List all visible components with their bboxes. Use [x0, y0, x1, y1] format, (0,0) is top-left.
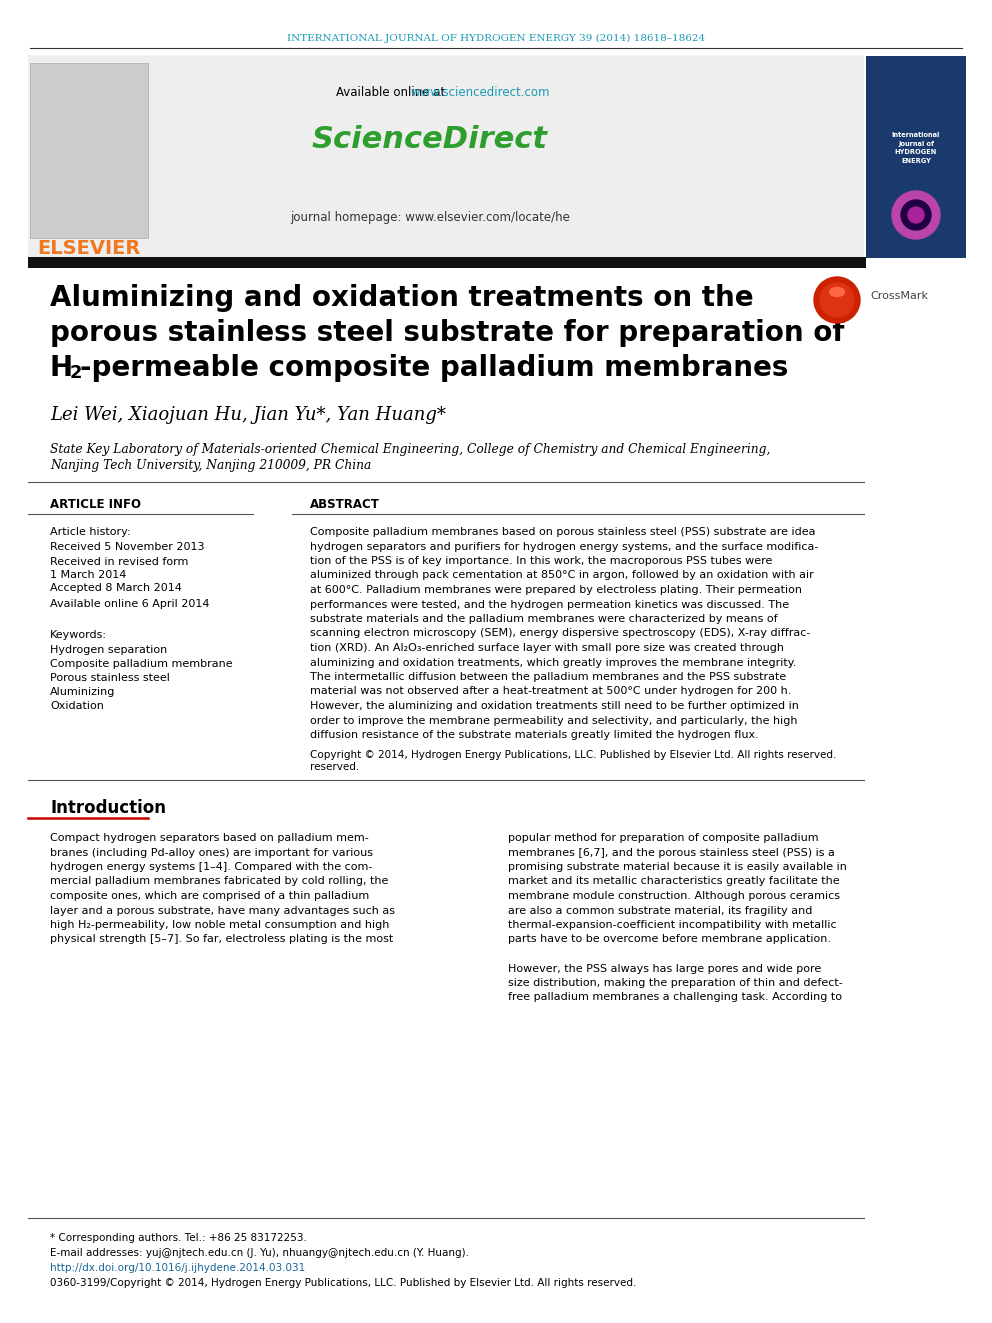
Text: Article history:: Article history:	[50, 527, 131, 537]
Text: at 600°C. Palladium membranes were prepared by electroless plating. Their permea: at 600°C. Palladium membranes were prepa…	[310, 585, 802, 595]
Text: The intermetallic diffusion between the palladium membranes and the PSS substrat: The intermetallic diffusion between the …	[310, 672, 787, 681]
Text: Received 5 November 2013: Received 5 November 2013	[50, 542, 204, 552]
Text: composite ones, which are comprised of a thin palladium: composite ones, which are comprised of a…	[50, 890, 369, 901]
Text: Copyright © 2014, Hydrogen Energy Publications, LLC. Published by Elsevier Ltd. : Copyright © 2014, Hydrogen Energy Public…	[310, 750, 836, 759]
Circle shape	[814, 277, 860, 323]
Text: mercial palladium membranes fabricated by cold rolling, the: mercial palladium membranes fabricated b…	[50, 877, 389, 886]
Text: order to improve the membrane permeability and selectivity, and particularly, th: order to improve the membrane permeabili…	[310, 716, 798, 725]
Text: E-mail addresses: yuj@njtech.edu.cn (J. Yu), nhuangy@njtech.edu.cn (Y. Huang).: E-mail addresses: yuj@njtech.edu.cn (J. …	[50, 1248, 469, 1258]
Text: However, the PSS always has large pores and wide pore: However, the PSS always has large pores …	[508, 963, 821, 974]
Circle shape	[908, 206, 924, 224]
Text: http://dx.doi.org/10.1016/j.ijhydene.2014.03.031: http://dx.doi.org/10.1016/j.ijhydene.201…	[50, 1263, 306, 1273]
Text: thermal-expansion-coefficient incompatibility with metallic: thermal-expansion-coefficient incompatib…	[508, 919, 836, 930]
Text: market and its metallic characteristics greatly facilitate the: market and its metallic characteristics …	[508, 877, 839, 886]
Text: membranes [6,7], and the porous stainless steel (PSS) is a: membranes [6,7], and the porous stainles…	[508, 848, 835, 857]
Text: parts have to be overcome before membrane application.: parts have to be overcome before membran…	[508, 934, 831, 945]
Text: Nanjing Tech University, Nanjing 210009, PR China: Nanjing Tech University, Nanjing 210009,…	[50, 459, 371, 472]
Text: scanning electron microscopy (SEM), energy dispersive spectroscopy (EDS), X-ray : scanning electron microscopy (SEM), ener…	[310, 628, 810, 639]
Text: Hydrogen separation: Hydrogen separation	[50, 646, 168, 655]
Text: reserved.: reserved.	[310, 762, 359, 771]
Text: porous stainless steel substrate for preparation of: porous stainless steel substrate for pre…	[50, 319, 844, 347]
Text: Composite palladium membrane: Composite palladium membrane	[50, 659, 233, 669]
Text: ARTICLE INFO: ARTICLE INFO	[50, 499, 141, 512]
Text: branes (including Pd-alloy ones) are important for various: branes (including Pd-alloy ones) are imp…	[50, 848, 373, 857]
Text: size distribution, making the preparation of thin and defect-: size distribution, making the preparatio…	[508, 978, 843, 988]
Text: * Corresponding authors. Tel.: +86 25 83172253.: * Corresponding authors. Tel.: +86 25 83…	[50, 1233, 307, 1244]
Circle shape	[901, 200, 931, 230]
Text: hydrogen energy systems [1–4]. Compared with the com-: hydrogen energy systems [1–4]. Compared …	[50, 863, 372, 872]
Text: Lei Wei, Xiaojuan Hu, Jian Yu*, Yan Huang*: Lei Wei, Xiaojuan Hu, Jian Yu*, Yan Huan…	[50, 406, 445, 423]
Text: membrane module construction. Although porous ceramics: membrane module construction. Although p…	[508, 890, 840, 901]
Circle shape	[820, 283, 854, 318]
Text: www.sciencedirect.com: www.sciencedirect.com	[336, 86, 550, 99]
Text: Keywords:: Keywords:	[50, 630, 107, 640]
Text: CrossMark: CrossMark	[870, 291, 928, 302]
Text: Oxidation: Oxidation	[50, 701, 104, 710]
Text: H: H	[50, 355, 73, 382]
Ellipse shape	[829, 287, 844, 296]
Circle shape	[892, 191, 940, 239]
Text: 1 March 2014: 1 March 2014	[50, 570, 126, 579]
Text: journal homepage: www.elsevier.com/locate/he: journal homepage: www.elsevier.com/locat…	[290, 212, 570, 225]
Text: ELSEVIER: ELSEVIER	[38, 238, 141, 258]
Text: State Key Laboratory of Materials-oriented Chemical Engineering, College of Chem: State Key Laboratory of Materials-orient…	[50, 443, 771, 456]
Text: substrate materials and the palladium membranes were characterized by means of: substrate materials and the palladium me…	[310, 614, 778, 624]
Text: Porous stainless steel: Porous stainless steel	[50, 673, 170, 683]
Text: aluminized through pack cementation at 850°C in argon, followed by an oxidation : aluminized through pack cementation at 8…	[310, 570, 813, 581]
Bar	[30, 64, 148, 238]
Text: Aluminizing and oxidation treatments on the: Aluminizing and oxidation treatments on …	[50, 284, 754, 312]
Text: tion of the PSS is of key importance. In this work, the macroporous PSS tubes we: tion of the PSS is of key importance. In…	[310, 556, 773, 566]
Text: -permeable composite palladium membranes: -permeable composite palladium membranes	[80, 355, 789, 382]
Text: tion (XRD). An Al₂O₃-enriched surface layer with small pore size was created thr: tion (XRD). An Al₂O₃-enriched surface la…	[310, 643, 784, 654]
Text: aluminizing and oxidation treatments, which greatly improves the membrane integr: aluminizing and oxidation treatments, wh…	[310, 658, 797, 668]
Text: However, the aluminizing and oxidation treatments still need to be further optim: However, the aluminizing and oxidation t…	[310, 701, 799, 710]
Text: Compact hydrogen separators based on palladium mem-: Compact hydrogen separators based on pal…	[50, 833, 369, 843]
Text: 0360-3199/Copyright © 2014, Hydrogen Energy Publications, LLC. Published by Else: 0360-3199/Copyright © 2014, Hydrogen Ene…	[50, 1278, 637, 1289]
Bar	[28, 56, 864, 261]
Text: high H₂-permeability, low noble metal consumption and high: high H₂-permeability, low noble metal co…	[50, 919, 390, 930]
Text: free palladium membranes a challenging task. According to: free palladium membranes a challenging t…	[508, 992, 842, 1003]
Text: Accepted 8 March 2014: Accepted 8 March 2014	[50, 583, 182, 593]
Text: performances were tested, and the hydrogen permeation kinetics was discussed. Th: performances were tested, and the hydrog…	[310, 599, 789, 610]
Text: ScienceDirect: ScienceDirect	[312, 126, 548, 155]
Text: Introduction: Introduction	[50, 799, 166, 818]
Text: Available online at: Available online at	[336, 86, 449, 99]
Text: INTERNATIONAL JOURNAL OF HYDROGEN ENERGY 39 (2014) 18618–18624: INTERNATIONAL JOURNAL OF HYDROGEN ENERGY…	[287, 33, 705, 42]
Bar	[866, 56, 966, 258]
Text: popular method for preparation of composite palladium: popular method for preparation of compos…	[508, 833, 818, 843]
Text: diffusion resistance of the substrate materials greatly limited the hydrogen flu: diffusion resistance of the substrate ma…	[310, 730, 759, 740]
Text: ABSTRACT: ABSTRACT	[310, 499, 380, 512]
Text: Composite palladium membranes based on porous stainless steel (PSS) substrate ar: Composite palladium membranes based on p…	[310, 527, 815, 537]
Bar	[28, 257, 866, 269]
Text: are also a common substrate material, its fragility and: are also a common substrate material, it…	[508, 905, 812, 916]
Text: 2: 2	[70, 364, 82, 382]
Text: Aluminizing: Aluminizing	[50, 687, 115, 697]
Text: promising substrate material because it is easily available in: promising substrate material because it …	[508, 863, 847, 872]
Text: physical strength [5–7]. So far, electroless plating is the most: physical strength [5–7]. So far, electro…	[50, 934, 393, 945]
Text: layer and a porous substrate, have many advantages such as: layer and a porous substrate, have many …	[50, 905, 395, 916]
Text: material was not observed after a heat-treatment at 500°C under hydrogen for 200: material was not observed after a heat-t…	[310, 687, 792, 696]
Text: hydrogen separators and purifiers for hydrogen energy systems, and the surface m: hydrogen separators and purifiers for hy…	[310, 541, 818, 552]
Text: Received in revised form: Received in revised form	[50, 557, 188, 568]
Text: International
Journal of
HYDROGEN
ENERGY: International Journal of HYDROGEN ENERGY	[892, 132, 940, 164]
Text: Available online 6 April 2014: Available online 6 April 2014	[50, 599, 209, 609]
